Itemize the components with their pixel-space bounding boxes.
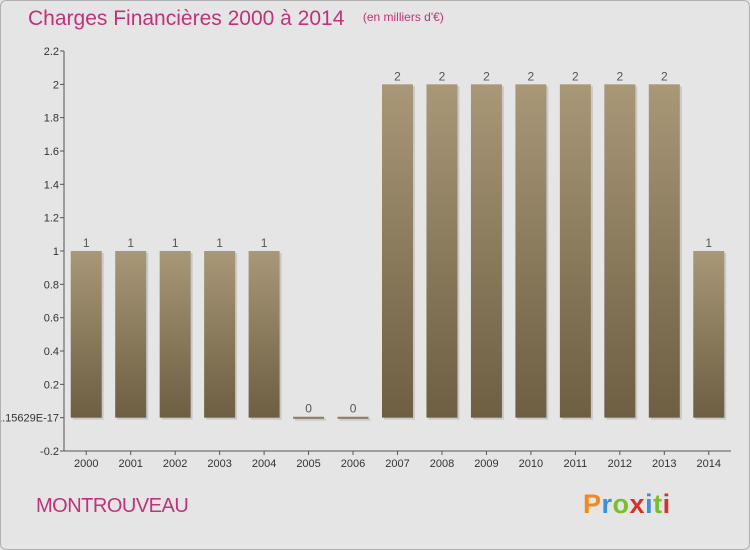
y-tick-label: 2 — [53, 79, 59, 91]
bar — [693, 251, 725, 418]
commune-name: MONTROUVEAU — [36, 495, 189, 517]
y-tick-label: 2.2 — [44, 46, 59, 58]
x-tick-label: 2001 — [118, 458, 142, 470]
x-tick-label: 2010 — [519, 458, 543, 470]
bar — [293, 416, 325, 419]
y-tick-label: 0.2 — [44, 379, 59, 391]
x-tick-label: 2009 — [474, 458, 498, 470]
bar — [648, 84, 680, 418]
bar — [115, 251, 147, 418]
x-tick-label: 2000 — [74, 458, 98, 470]
x-tick-label: 2005 — [296, 458, 320, 470]
chart-unit: (en milliers d'€) — [362, 10, 444, 24]
data-label: 2 — [528, 69, 535, 83]
bar — [159, 251, 191, 418]
y-tick-label: 1.2 — [44, 213, 59, 225]
data-label: 1 — [261, 236, 268, 250]
brand-letter: i — [662, 489, 671, 519]
title-row: Charges Financières 2000 à 2014 (en mill… — [28, 7, 444, 31]
y-tick-label: 1 — [53, 246, 59, 258]
data-label: 2 — [483, 69, 490, 83]
x-tick-label: 2008 — [430, 458, 454, 470]
y-tick-label: 0.8 — [44, 279, 59, 291]
brand-letter: i — [645, 489, 654, 519]
data-label: 1 — [216, 236, 223, 250]
bar-shadow — [295, 418, 327, 421]
data-label: 2 — [572, 69, 579, 83]
bar — [248, 251, 280, 418]
brand-letter: r — [601, 489, 613, 519]
x-tick-label: 2004 — [252, 458, 276, 470]
data-label: 0 — [350, 402, 357, 416]
data-label: 1 — [127, 236, 134, 250]
data-label: 2 — [661, 69, 668, 83]
bar — [470, 84, 502, 418]
brand-letter: P — [583, 489, 602, 519]
x-tick-label: 2014 — [697, 458, 721, 470]
data-label: 2 — [394, 69, 401, 83]
bar — [426, 84, 458, 418]
data-label: 1 — [83, 236, 90, 250]
data-label: 2 — [439, 69, 446, 83]
brand-letter: o — [612, 489, 630, 519]
data-label: 2 — [616, 69, 623, 83]
bar — [382, 84, 413, 418]
chart-title: Charges Financières 2000 à 2014 — [28, 7, 345, 30]
brand-letter: t — [653, 489, 663, 519]
y-tick-label: 0.4 — [44, 346, 59, 358]
bar — [204, 251, 236, 418]
y-tick-label: 1.8 — [44, 113, 59, 125]
y-tick-label: -1.15629E-17 — [1, 413, 59, 425]
data-label: 0 — [305, 402, 312, 416]
bar — [604, 84, 636, 418]
x-tick-label: 2007 — [385, 458, 409, 470]
y-tick-label: 1.6 — [44, 146, 59, 158]
data-label: 1 — [705, 236, 712, 250]
x-tick-label: 2006 — [341, 458, 365, 470]
bar — [559, 84, 591, 418]
x-tick-label: 2003 — [207, 458, 231, 470]
x-tick-label: 2012 — [608, 458, 632, 470]
y-tick-label: 0.6 — [44, 313, 59, 325]
x-tick-label: 2011 — [564, 458, 588, 470]
brand-letter: x — [629, 489, 646, 519]
brand-logo: Proxiti — [583, 489, 671, 520]
x-tick-label: 2013 — [652, 458, 676, 470]
y-tick-label: 1.4 — [44, 179, 59, 191]
bar — [515, 84, 547, 418]
y-tick-label: -0.2 — [40, 446, 59, 458]
bar — [337, 416, 369, 419]
x-tick-label: 2002 — [163, 458, 187, 470]
bar — [70, 251, 102, 418]
data-label: 1 — [172, 236, 179, 250]
bar-shadow — [339, 418, 371, 421]
